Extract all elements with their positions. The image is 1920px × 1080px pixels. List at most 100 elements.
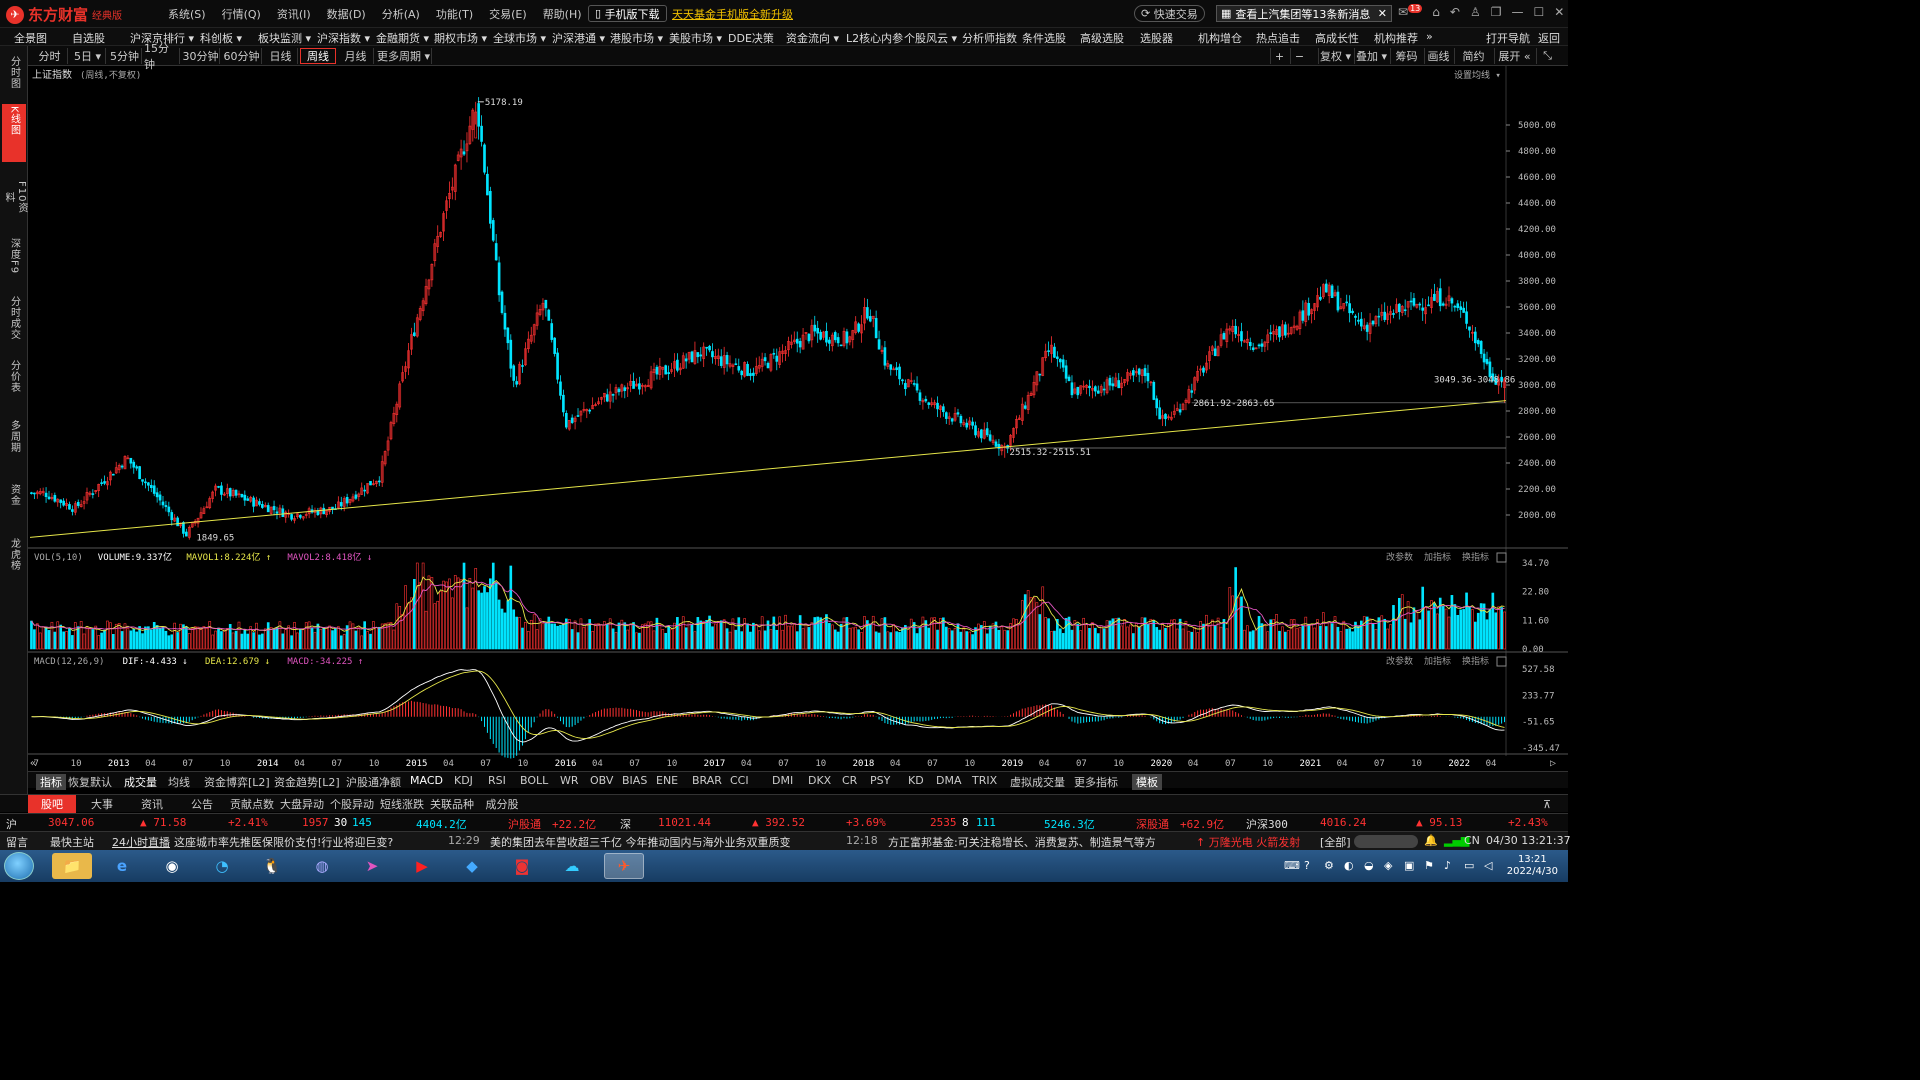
bottom-tab-2[interactable]: 资讯 [141, 798, 163, 811]
news-alert-box[interactable]: ▦ 查看上汽集团等13条新消息 ✕ [1216, 5, 1392, 22]
macd-panel-link-0[interactable]: 改参数 [1386, 655, 1413, 667]
chart-tool-1[interactable]: − [1290, 48, 1308, 64]
chat-icon[interactable]: ☁ [564, 857, 580, 875]
indicator-tab-14[interactable]: ENE [656, 774, 679, 787]
sidebar-item-4[interactable]: 分时成交 [2, 294, 26, 340]
restore-icon[interactable]: ❐ [1490, 4, 1502, 19]
sidebar-item-7[interactable]: 资金 [2, 482, 26, 516]
nav-item-20[interactable]: 机构增仓 [1198, 32, 1242, 45]
expand-panel-icon[interactable]: ⊼ [1542, 797, 1552, 811]
volume-icon[interactable]: ♪ [1444, 859, 1452, 872]
menu-info[interactable]: 资讯(I) [276, 8, 311, 21]
back-icon[interactable]: ↶ [1449, 4, 1460, 19]
menu-system[interactable]: 系统(S) [168, 8, 206, 21]
help-icon[interactable]: ? [1304, 859, 1310, 872]
minimize-icon[interactable]: — [1511, 4, 1524, 19]
indicator-tab-9[interactable]: RSI [488, 774, 506, 787]
scroll-left-icon[interactable]: « [30, 758, 36, 769]
bottom-tab-8[interactable]: 关联品种 [430, 798, 474, 811]
edge-icon[interactable]: ◔ [215, 857, 229, 875]
period-btn-3[interactable]: 15分钟 [144, 42, 180, 71]
menu-data[interactable]: 数据(D) [326, 8, 366, 21]
indicator-tab-18[interactable]: DKX [808, 774, 832, 787]
sz-price[interactable]: 11021.44 [658, 816, 711, 829]
menu-quotes[interactable]: 行情(Q) [221, 8, 261, 21]
browser-icon[interactable]: ◍ [315, 857, 329, 875]
nav-item-7[interactable]: 期权市场 ▾ [434, 32, 488, 45]
chart-tool-3[interactable]: 叠加 ▾ [1354, 48, 1388, 64]
sidebar-item-8[interactable]: 龙虎榜 [2, 536, 26, 576]
search-box[interactable] [1354, 835, 1418, 848]
macd-panel-link-2[interactable]: 换指标 [1462, 655, 1489, 667]
nav-item-13[interactable]: 资金流向 ▾ [786, 32, 840, 45]
chart-tool-6[interactable]: 简约 [1454, 48, 1492, 64]
live-link[interactable]: 24小时直播 [112, 836, 170, 849]
store-icon[interactable]: ◆ [466, 857, 478, 875]
network-icon[interactable]: ◐ [1344, 859, 1354, 872]
nav-item-23[interactable]: 机构推荐 [1374, 32, 1418, 45]
indicator-tab-1[interactable]: 恢复默认 [68, 776, 112, 789]
scroll-right-icon[interactable]: ▷ [1550, 758, 1556, 769]
mobile-download-button[interactable]: ▯ 手机版下载 [588, 5, 667, 22]
news-item-2[interactable]: 美的集团去年营收超三千亿 今年推动国内与海外业务双重质变 [490, 836, 791, 849]
indicator-tab-15[interactable]: BRAR [692, 774, 722, 787]
vol-panel-close-icon[interactable] [1496, 552, 1507, 563]
nav-item-24[interactable]: » [1426, 30, 1433, 43]
indicator-tab-4[interactable]: 资金博弈[L2] [204, 776, 270, 789]
speaker-icon[interactable]: ◁ [1484, 859, 1493, 872]
period-btn-9[interactable]: 更多周期 ▾ [376, 48, 432, 64]
fastest-server-link[interactable]: 最快主站 [50, 836, 94, 849]
nav-item-14[interactable]: L2核心内参 [846, 32, 904, 45]
open-nav-button[interactable]: 打开导航 [1486, 32, 1530, 45]
indicator-tab-5[interactable]: 资金趋势[L2] [274, 776, 340, 789]
ie-icon[interactable]: e [116, 857, 128, 875]
hs300-price[interactable]: 4016.24 [1320, 816, 1367, 829]
shield-icon[interactable]: ◈ [1384, 859, 1393, 872]
kline-chart[interactable]: 上证指数 (周线,不复权) 设置均线 ▾ 5000.00 4800.00 4600.00 4… [28, 66, 1568, 786]
indicator-tab-19[interactable]: CR [842, 774, 858, 787]
indicator-tab-8[interactable]: KDJ [454, 774, 473, 787]
scope-selector[interactable]: [全部] [1320, 836, 1351, 849]
monitor-icon[interactable]: ▭ [1464, 859, 1475, 872]
bottom-tab-4[interactable]: 贡献点数 [230, 798, 274, 811]
news-item-3[interactable]: 方正富邦基金:可关注稳增长、消费复苏、制造景气等方 [888, 836, 1156, 849]
sidebar-item-2[interactable]: F10资料 [2, 176, 27, 216]
nav-item-9[interactable]: 沪深港通 ▾ [552, 32, 606, 45]
menu-trade[interactable]: 交易(E) [489, 8, 527, 21]
shirt-icon[interactable]: ♙ [1469, 4, 1481, 19]
period-btn-5[interactable]: 60分钟 [222, 48, 262, 64]
indicator-tab-16[interactable]: CCI [730, 774, 749, 787]
indicator-tab-6[interactable]: 沪股通净额 [346, 776, 401, 789]
qq-icon[interactable]: 🐧 [262, 857, 282, 875]
period-btn-7[interactable]: 周线 [300, 48, 336, 64]
nav-item-19[interactable]: 选股器 [1140, 32, 1173, 45]
bottom-tab-0[interactable]: 股吧 [28, 795, 76, 813]
ma-settings-link[interactable]: 设置均线 ▾ [1454, 69, 1501, 81]
flag-icon[interactable]: ⚑ [1424, 859, 1434, 872]
bottom-tab-6[interactable]: 个股异动 [330, 798, 374, 811]
sh-price[interactable]: 3047.06 [48, 816, 95, 829]
nav-item-1[interactable]: 自选股 [72, 32, 105, 45]
indicator-tab-11[interactable]: WR [560, 774, 579, 787]
indicator-tab-17[interactable]: DMI [772, 774, 794, 787]
sidebar-item-1[interactable]: K线图 [2, 104, 26, 162]
vol-panel-link-1[interactable]: 加指标 [1424, 551, 1451, 563]
keyboard-icon[interactable]: ⌨ [1284, 859, 1300, 872]
start-button[interactable] [4, 852, 34, 880]
indicator-tab-10[interactable]: BOLL [520, 774, 549, 787]
period-btn-6[interactable]: 日线 [264, 48, 298, 64]
nav-item-2[interactable]: 沪深京排行 ▾ [130, 32, 195, 45]
indicator-tab-2[interactable]: 成交量 [124, 776, 157, 789]
nav-item-4[interactable]: 板块监测 ▾ [258, 32, 312, 45]
mail-icon[interactable]: ✉ 13 [1398, 4, 1423, 19]
bell-icon[interactable]: 🔔 [1424, 834, 1438, 847]
nav-item-8[interactable]: 全球市场 ▾ [493, 32, 547, 45]
sidebar-item-5[interactable]: 分价表 [2, 358, 26, 398]
brand-logo[interactable]: ✈ 东方财富 经典版 [6, 4, 122, 25]
chart-tool-8[interactable]: ⤡ [1536, 48, 1558, 64]
close-icon[interactable]: ✕ [1377, 7, 1387, 20]
app-icon[interactable]: ◙ [514, 857, 530, 875]
sidebar-item-3[interactable]: 深度F9 [2, 236, 26, 276]
maximize-icon[interactable]: ☐ [1533, 4, 1545, 19]
quick-trade-button[interactable]: ⟳ 快速交易 [1134, 5, 1205, 22]
